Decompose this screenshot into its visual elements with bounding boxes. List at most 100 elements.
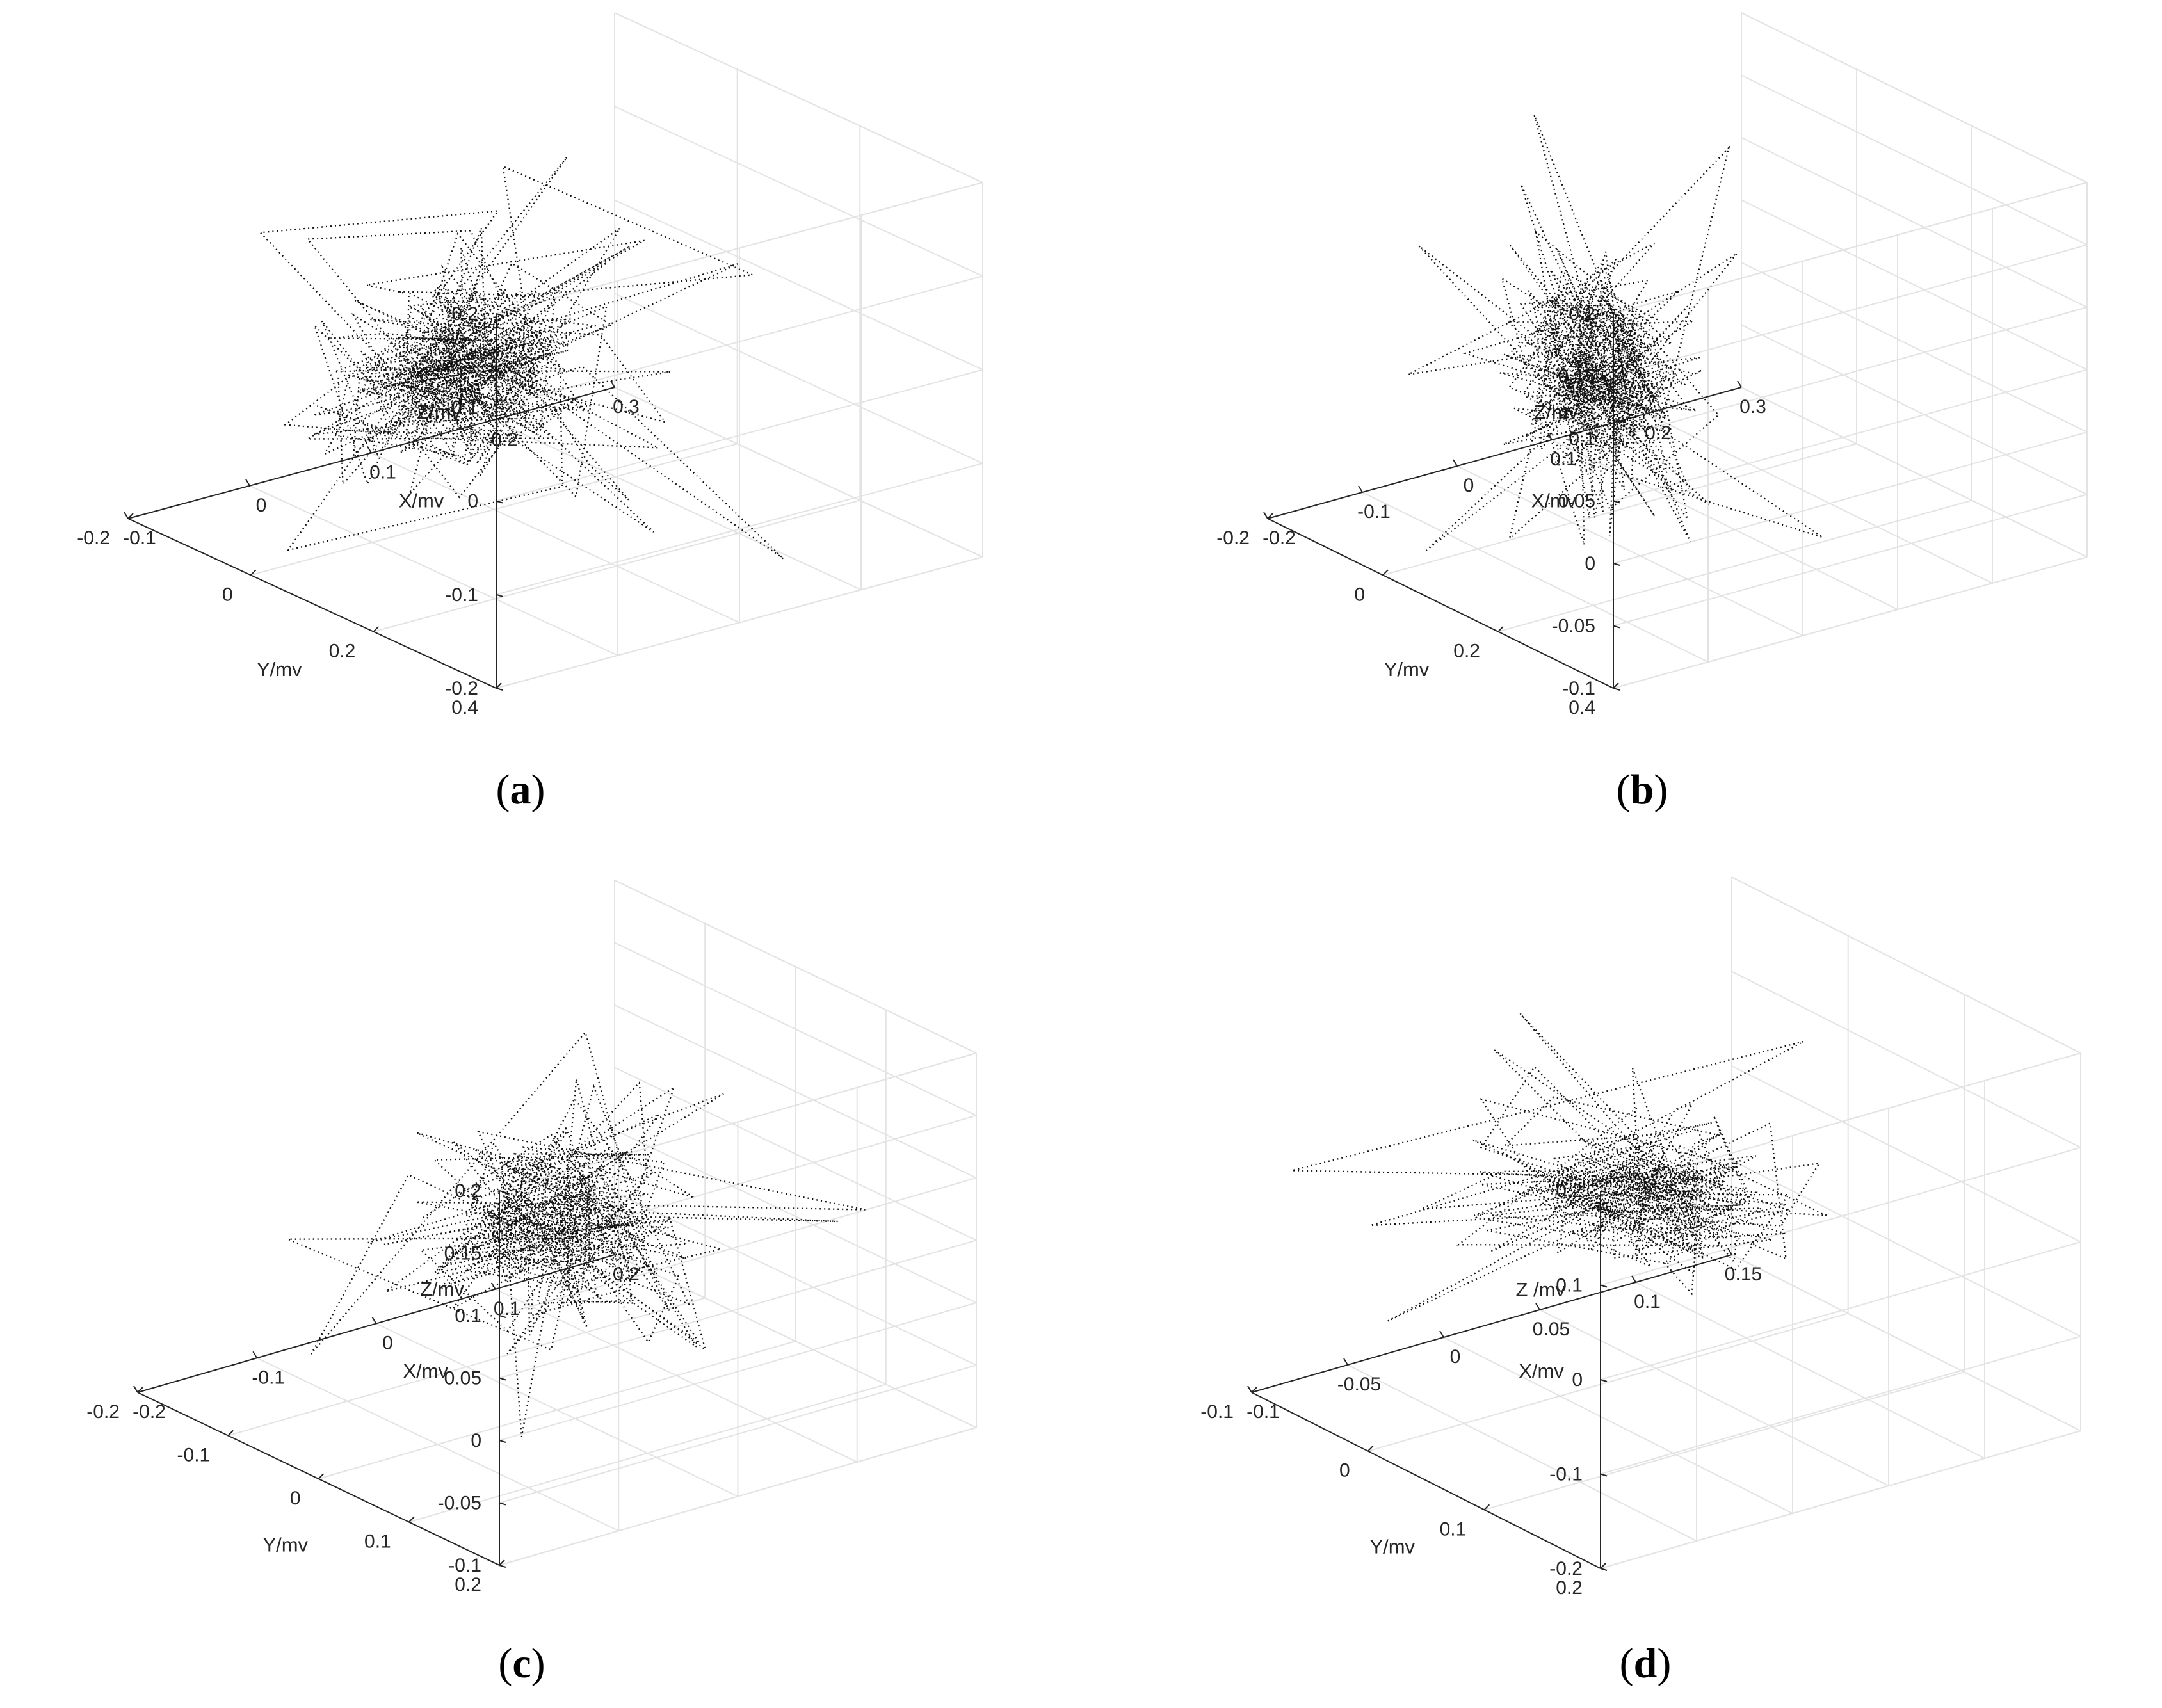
y-tick — [1600, 1563, 1606, 1569]
z-tick-label: -0.05 — [438, 1493, 481, 1514]
panel-c: -0.2-0.100.10.2-0.2-0.100.10.2-0.1-0.050… — [86, 880, 977, 1687]
z-tick — [499, 1502, 506, 1506]
grid-line-floor-y — [1484, 1371, 1965, 1511]
y-axis-label: Y/mv — [257, 658, 302, 681]
caption-paren-close: ) — [531, 766, 545, 813]
caption-letter: d — [1634, 1640, 1658, 1687]
z-tick-label: -0.1 — [445, 584, 478, 606]
x-axis-label: X/mv — [1519, 1360, 1564, 1382]
signal-trajectory — [259, 156, 784, 560]
caption-paren-open: ( — [1617, 766, 1631, 813]
grid-line-wall-z — [1731, 1065, 2081, 1243]
signal-trajectory — [1291, 1013, 1827, 1322]
x-tick — [1358, 485, 1363, 493]
z-tick-label: -0.2 — [1549, 1558, 1583, 1579]
panel-d: -0.1 -0.05 0 0.05 0.1 0.15 -0.1 0 0.1 0.2-0.2 -0.1… — [1200, 876, 2081, 1687]
y-axis-label: Y/mv — [1369, 1535, 1415, 1558]
grid-line-wall-z — [614, 199, 983, 371]
x-tick-label: 0.1 — [1634, 1291, 1661, 1312]
x-tick — [124, 512, 129, 519]
grid-line-wall-z — [1613, 307, 2088, 439]
z-tick — [499, 1377, 506, 1381]
x-tick — [1439, 1330, 1444, 1338]
z-tick — [1613, 563, 1620, 566]
z-tick-label: -0.05 — [1552, 616, 1595, 637]
grid-line-wall-z — [1600, 1241, 2081, 1380]
grid-line-wall-z — [1613, 369, 2088, 502]
x-tick — [1727, 1248, 1732, 1255]
y-tick-label: 0.2 — [455, 1574, 481, 1595]
y-tick-label: 0.1 — [364, 1531, 391, 1552]
grid-line-wall-z — [1741, 387, 2088, 558]
caption-letter: c — [512, 1640, 531, 1687]
box-edge — [614, 880, 977, 1054]
y-tick — [227, 1430, 234, 1437]
grid-line-wall-z — [1741, 324, 2088, 495]
z-tick — [499, 1440, 506, 1443]
panel-caption: (c) — [498, 1640, 545, 1687]
grid-line-floor-x — [1646, 413, 1993, 584]
x-tick-label: 0 — [382, 1333, 393, 1354]
grid-line-floor-y — [373, 499, 860, 632]
x-tick-label: 0 — [1464, 475, 1474, 496]
grid-line-wall-z — [614, 1129, 977, 1303]
signal-trajectory — [1407, 115, 1823, 551]
z-tick — [1600, 1379, 1608, 1382]
x-tick — [1343, 1358, 1348, 1366]
grid-line-floor-y — [250, 443, 738, 576]
y-axis-label: Y/mv — [262, 1534, 308, 1556]
x-axis-label: X/mv — [403, 1360, 448, 1382]
y-tick-label: 0 — [222, 584, 233, 605]
x-tick-label: -0.1 — [252, 1367, 285, 1388]
y-tick — [1367, 1445, 1374, 1452]
grid-line-wall-z — [499, 1239, 977, 1379]
y-tick-label: 0.2 — [1453, 641, 1480, 662]
grid-line-floor-x — [1551, 439, 1898, 610]
grid-line-floor-y — [1382, 443, 1857, 576]
y-tick — [250, 569, 257, 576]
box-edge — [1600, 1052, 2081, 1191]
z-tick — [1600, 1473, 1608, 1477]
z-tick — [1613, 625, 1620, 629]
grid-line-floor-x — [1362, 492, 1709, 663]
x-tick — [367, 446, 372, 454]
grid-line-wall-z — [496, 556, 983, 689]
grid-line-wall-z — [499, 1364, 977, 1504]
grid-line-wall-z — [614, 1004, 977, 1179]
grid-line-wall-z — [614, 106, 983, 277]
y-tick — [496, 682, 502, 689]
y-tick — [1613, 682, 1619, 689]
grid-line-wall-z — [1600, 1430, 2081, 1569]
y-tick — [373, 625, 380, 632]
y-tick-label: -0.2 — [77, 528, 110, 549]
grid-line-floor-y — [318, 1341, 796, 1479]
y-tick — [499, 1559, 505, 1566]
x-tick-label: -0.1 — [1246, 1401, 1280, 1422]
panel-caption: (a) — [496, 766, 545, 813]
x-tick-label: -0.1 — [1357, 501, 1391, 522]
y-axis — [127, 518, 497, 689]
y-tick — [127, 513, 134, 519]
x-tick — [610, 380, 615, 388]
x-tick-label: 0.15 — [1725, 1264, 1762, 1285]
y-tick — [137, 1387, 143, 1393]
y-tick-label: 0 — [1339, 1460, 1350, 1481]
y-tick-label: -0.2 — [86, 1401, 120, 1422]
z-tick — [496, 688, 503, 691]
z-tick-label: 0.1 — [455, 1305, 481, 1326]
y-tick — [1382, 569, 1389, 576]
caption-paren-close: ) — [1654, 766, 1668, 813]
x-tick-label: 0.2 — [491, 429, 518, 450]
x-tick-label: -0.05 — [1337, 1374, 1381, 1395]
z-tick — [1613, 500, 1620, 504]
y-tick — [1483, 1504, 1490, 1511]
y-tick-label: -0.2 — [1216, 528, 1250, 549]
z-tick-label: -0.1 — [1549, 1464, 1583, 1485]
y-tick-label: 0 — [290, 1488, 301, 1509]
x-axis — [1251, 1254, 1732, 1393]
grid-line-floor-y — [408, 1383, 887, 1523]
grid-line-wall-z — [1741, 199, 2088, 371]
signal-trajectory — [287, 1030, 866, 1437]
z-tick — [496, 500, 503, 504]
